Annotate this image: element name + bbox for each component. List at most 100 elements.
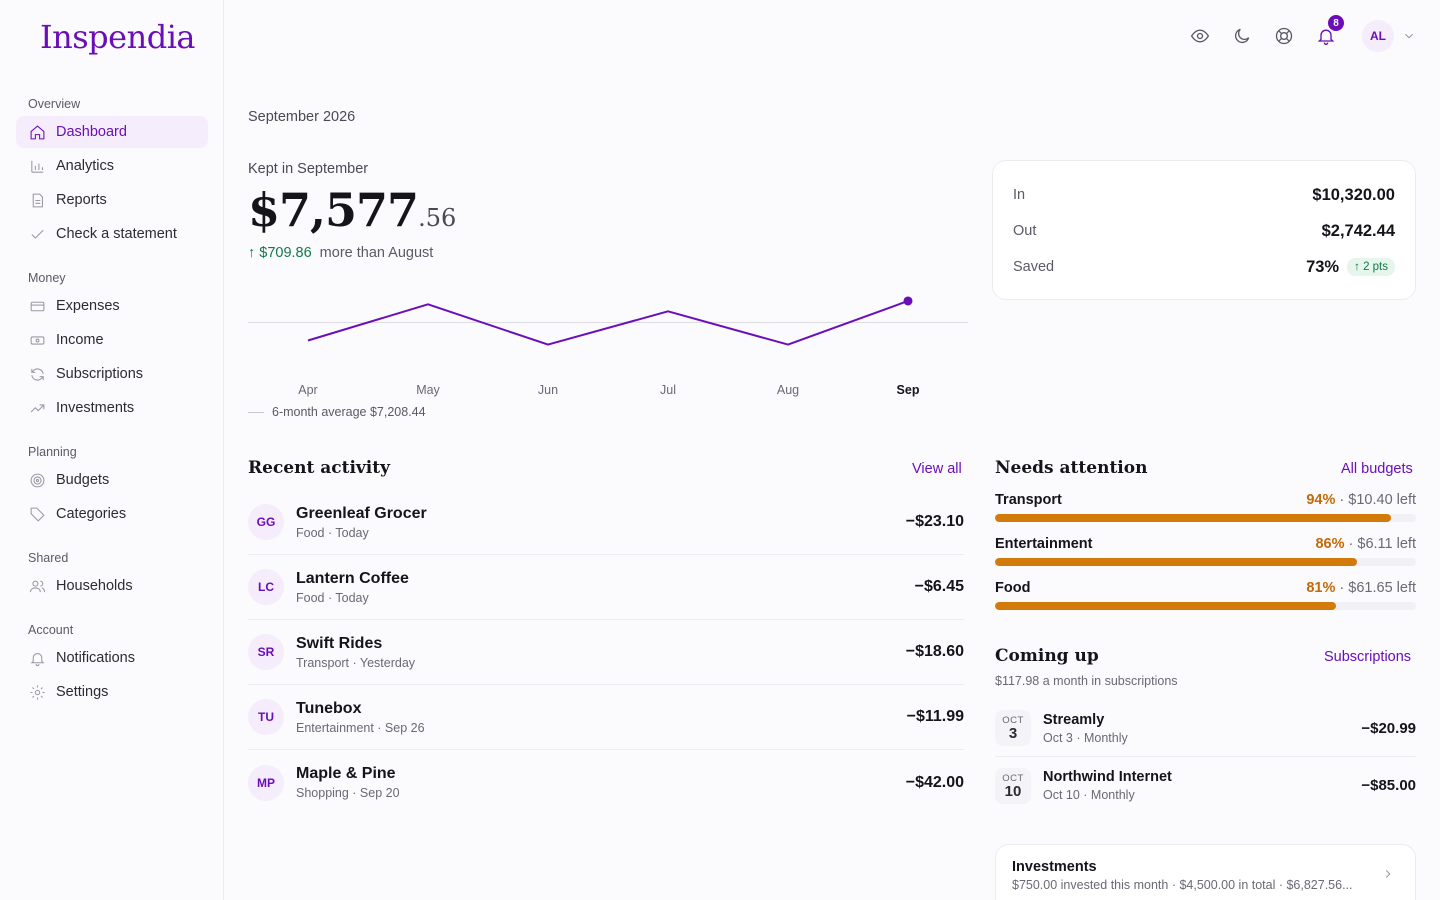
activity-text: Swift Rides Transport · Yesterday [296,635,415,670]
current-month-point[interactable] [903,296,913,306]
nav-group-planning: Planning Budgets Categories [16,442,208,530]
sidebar-item-subscriptions[interactable]: Subscriptions [16,358,208,390]
sidebar-item-label: Dashboard [56,124,127,140]
merchant-name: Lantern Coffee [296,569,409,587]
activity-row[interactable]: TU Tunebox Entertainment · Sep 26 −$11.99 [248,685,964,750]
x-axis-tick-label: Sep [897,383,920,397]
budget-name: Entertainment [995,536,1093,552]
document-icon [28,191,46,209]
activity-row[interactable]: SR Swift Rides Transport · Yesterday −$18.6… [248,620,964,685]
upcoming-row[interactable]: OCT 10 Northwind Internet Oct 10 · Monthly −… [995,757,1416,814]
chevron-down-icon[interactable] [1402,29,1416,43]
date-month: OCT [1002,772,1024,784]
sidebar-item-dashboard[interactable]: Dashboard [16,116,208,148]
sidebar-item-investments[interactable]: Investments [16,392,208,424]
arrow-up-icon: ↑ [1354,261,1364,273]
activity-amount: −$11.99 [906,708,964,725]
kept-delta: ↑ $709.86 more than August [248,245,433,261]
sidebar-item-budgets[interactable]: Budgets [16,464,208,496]
subscription-meta: Oct 10 · Monthly [1043,788,1135,802]
budget-progress-track [995,602,1416,610]
sidebar-item-notifications[interactable]: Notifications [16,642,208,674]
budget-row[interactable]: Entertainment 86% · $6.11 left [995,536,1416,580]
x-axis-tick-label: Aug [777,383,799,397]
activity-meta: Food · Today [296,525,369,540]
summary-saved-value: 73% ↑ 2 pts [1306,258,1395,277]
nav-group-title: Shared [28,551,69,565]
period-label: September 2026 [248,109,356,125]
sidebar-item-label: Subscriptions [56,366,144,382]
date-chip: OCT 10 [995,767,1031,804]
activity-text: Greenleaf Grocer Food · Today [296,505,427,540]
sidebar-item-analytics[interactable]: Analytics [16,150,208,182]
subscription-name: Streamly [1043,711,1105,728]
moon-icon[interactable] [1228,22,1256,50]
summary-out-label: Out [1013,223,1037,239]
savings-line-chart: Apr May Jun Jul Aug Sep [248,280,968,430]
sidebar-item-label: Settings [56,684,109,700]
users-icon [28,577,46,595]
savings-series-line [307,300,909,346]
upcoming-list: OCT 3 Streamly Oct 3 · Monthly −$20.99 OCT 10 N… [995,700,1416,814]
eye-icon[interactable] [1186,22,1214,50]
notifications-bell-icon[interactable]: 8 [1312,15,1344,50]
budget-name: Food [995,580,1031,596]
all-budgets-link[interactable]: All budgets [1341,461,1413,477]
upcoming-row[interactable]: OCT 3 Streamly Oct 3 · Monthly −$20.99 [995,700,1416,757]
kept-amount: $7,577.56 [248,183,456,237]
sidebar-item-categories[interactable]: Categories [16,498,208,530]
help-lifebuoy-icon[interactable] [1270,22,1298,50]
summary-saved-label: Saved [1013,259,1055,275]
sidebar-item-income[interactable]: Income [16,324,208,356]
banknote-icon [28,331,46,349]
subscriptions-link[interactable]: Subscriptions [1324,649,1412,665]
investments-card[interactable]: Investments $750.00 invested this month … [995,844,1416,900]
sidebar-item-check-statement[interactable]: Check a statement [16,218,208,250]
average-legend-label: 6-month average $7,208.44 [272,405,426,419]
budget-row[interactable]: Transport 94% · $10.40 left [995,492,1416,536]
sidebar-item-reports[interactable]: Reports [16,184,208,216]
saved-delta-badge: ↑ 2 pts [1347,258,1395,276]
saved-delta-text: 2 pts [1363,261,1388,273]
activity-row[interactable]: LC Lantern Coffee Food · Today −$6.45 [248,555,964,620]
activity-row[interactable]: MP Maple & Pine Shopping · Sep 20 −$42.00 [248,750,964,815]
budget-percent: 94% [1306,492,1336,508]
subscription-name: Northwind Internet [1043,769,1172,785]
nav-group-title: Account [28,623,74,637]
average-legend-swatch [248,411,264,413]
sidebar-item-settings[interactable]: Settings [16,676,208,708]
nav-group-money: Money Expenses Income Subscriptions Inve… [16,268,208,424]
x-axis-tick-label: Jul [660,383,676,397]
app-logo[interactable]: Inspendia [40,18,196,56]
budget-status: 86% · $6.11 left [1315,536,1416,552]
nav-group-shared: Shared Households [16,548,208,602]
view-all-link[interactable]: View all [912,461,962,477]
merchant-avatar: MP [248,764,284,801]
topbar: 8 AL [1172,15,1416,52]
investments-summary: $750.00 invested this month · $4,500.00 … [1012,878,1353,892]
budget-progress-fill [995,602,1336,610]
budget-status: 94% · $10.40 left [1306,492,1416,508]
activity-amount: −$42.00 [905,773,964,791]
budget-status: 81% · $61.65 left [1306,580,1416,596]
nav-group-title: Money [28,271,66,285]
delta-amount: $709.86 [259,245,312,261]
merchant-name: Tunebox [296,699,362,717]
summary-card: In $10,320.00 Out $2,742.44 Saved 73% ↑ … [992,160,1416,300]
budget-row[interactable]: Food 81% · $61.65 left [995,580,1416,624]
sidebar-item-households[interactable]: Households [16,570,208,602]
activity-text: Maple & Pine Shopping · Sep 20 [296,765,400,800]
sidebar-item-label: Expenses [56,298,120,314]
chart-svg: Apr May Jun Jul Aug Sep [248,296,968,397]
user-avatar[interactable]: AL [1362,20,1394,52]
kept-label: Kept in September [248,161,369,177]
recent-activity-title: Recent activity [248,458,390,478]
arrow-up-icon: ↑ [248,245,256,261]
sidebar-item-label: Income [56,332,104,348]
budget-percent: 86% [1315,536,1345,552]
merchant-avatar: SR [248,634,284,670]
activity-row[interactable]: GG Greenleaf Grocer Food · Today −$23.10 [248,490,964,555]
saved-percent: 73% [1306,257,1340,276]
check-icon [28,225,46,243]
sidebar-item-expenses[interactable]: Expenses [16,290,208,322]
